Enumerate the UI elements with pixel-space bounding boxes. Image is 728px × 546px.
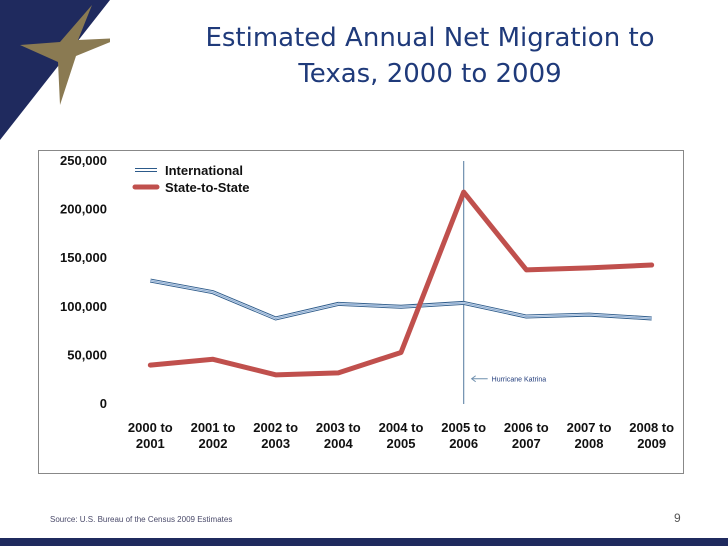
series-line-state-to-state [147, 189, 655, 378]
series-line-outline [149, 278, 652, 321]
annotation-label: Hurricane Katrina [492, 377, 547, 384]
star-icon [20, 5, 110, 105]
legend-label: State-to-State [165, 180, 250, 195]
x-tick-label: 2005 [387, 436, 416, 451]
corner-star-decoration [0, 0, 110, 140]
y-tick-label: 100,000 [60, 299, 107, 314]
x-tick-label: 2005 to [441, 420, 486, 435]
x-tick-label: 2002 [199, 436, 228, 451]
y-tick-label: 150,000 [60, 250, 107, 265]
x-tick-label: 2007 to [567, 420, 612, 435]
x-tick-label: 2002 to [253, 420, 298, 435]
y-tick-label: 200,000 [60, 202, 107, 217]
x-tick-label: 2004 to [379, 420, 424, 435]
arrow-head-icon [470, 375, 476, 383]
x-tick-label: 2001 to [191, 420, 236, 435]
x-tick-label: 2003 to [316, 420, 361, 435]
bottom-bar [0, 538, 728, 546]
y-tick-label: 50,000 [67, 347, 107, 362]
x-tick-label: 2008 to [629, 420, 674, 435]
x-tick-label: 2004 [324, 436, 354, 451]
x-tick-label: 2007 [512, 436, 541, 451]
page-number: 9 [674, 511, 681, 525]
x-tick-label: 2000 to [128, 420, 173, 435]
x-tick-label: 2009 [637, 436, 666, 451]
x-tick-label: 2001 [136, 436, 165, 451]
slide-title: Estimated Annual Net Migration to Texas,… [150, 20, 710, 92]
x-tick-label: 2008 [575, 436, 604, 451]
y-tick-label: 250,000 [60, 153, 107, 168]
x-tick-label: 2003 [261, 436, 290, 451]
legend-label: International [165, 163, 243, 178]
line-chart: 0 50,000 100,000 150,000 200,000 250,000 2000 … [60, 153, 674, 451]
source-note: Source: U.S. Bureau of the Census 2009 E… [50, 515, 233, 524]
title-line-1: Estimated Annual Net Migration to [205, 23, 655, 53]
title-line-2: Texas, 2000 to 2009 [298, 59, 562, 89]
chart-area: 0 50,000 100,000 150,000 200,000 250,000 2000 … [38, 150, 684, 474]
x-tick-label: 2006 to [504, 420, 549, 435]
x-tick-label: 2006 [449, 436, 478, 451]
y-tick-label: 0 [100, 396, 107, 411]
